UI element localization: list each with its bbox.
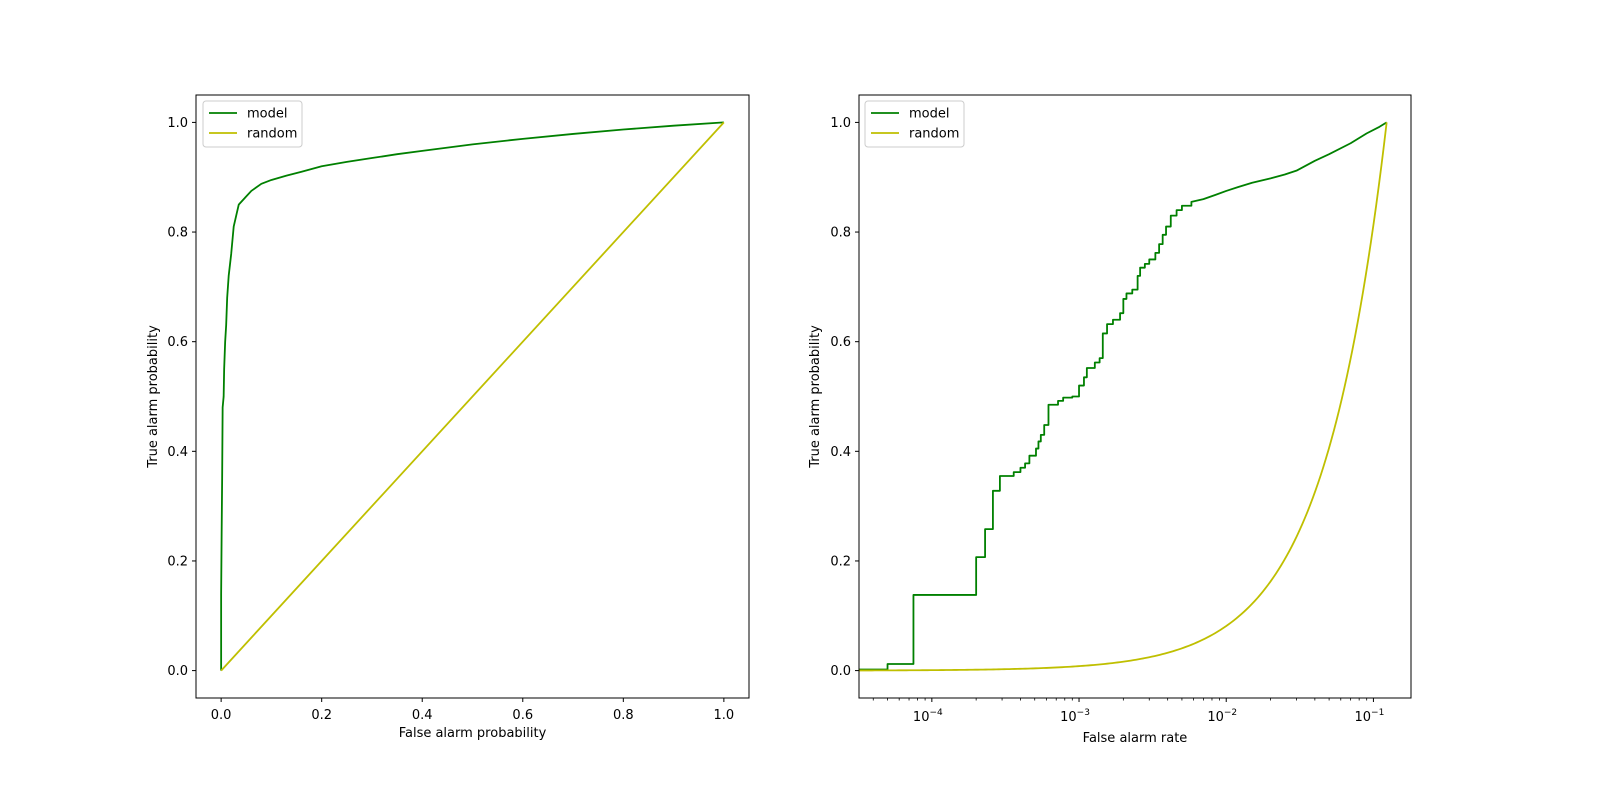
roc-log-y-tick-label: 0.8	[830, 226, 851, 241]
roc-linear-y-tick-label: 1.0	[167, 116, 188, 131]
roc-linear-x-axis-label: False alarm probability	[399, 726, 547, 741]
roc-linear-x-tick-label: 0.8	[613, 708, 634, 723]
roc-log-y-tick-label: 1.0	[830, 116, 851, 131]
roc-linear-panel: 0.0 0.2 0.4 0.6 0.8 1.0 0.0 0.2 0.4 0.6 0.8 1.0 Fal…	[146, 94, 750, 741]
roc-log-x-axis-label: False alarm rate	[1083, 731, 1188, 746]
roc-log-x-tick-label: 10−4	[913, 708, 943, 725]
roc-linear-y-tick-label: 0.0	[167, 664, 188, 679]
roc-linear-series-random	[220, 121, 725, 672]
tick-base: 10	[1207, 710, 1224, 725]
roc-linear-frame	[195, 94, 750, 699]
legend-label-random: random	[909, 127, 959, 142]
roc-log-legend: model random	[864, 100, 965, 148]
legend-label-model: model	[909, 107, 949, 122]
roc-log-series-random	[858, 122, 1388, 672]
roc-linear-series-model	[220, 121, 724, 671]
tick-exponent: −1	[1371, 708, 1384, 718]
roc-linear-lines	[220, 121, 725, 672]
tick-base: 10	[1060, 710, 1077, 725]
roc-linear-x-tick-label: 1.0	[714, 708, 735, 723]
tick-exponent: −4	[929, 708, 943, 718]
roc-log-y-tick-label: 0.0	[830, 664, 851, 679]
roc-log-y-tick-label: 0.6	[830, 335, 851, 350]
roc-log-series-model	[859, 121, 1388, 671]
roc-linear-x-tick-label: 0.6	[512, 708, 533, 723]
legend-label-random: random	[247, 127, 297, 142]
roc-log-lines	[858, 121, 1388, 672]
roc-linear-legend: model random	[202, 100, 303, 148]
roc-log-y-axis-label: True alarm probability	[808, 325, 823, 469]
roc-linear-y-tick-label: 0.2	[167, 554, 188, 569]
tick-base: 10	[1355, 710, 1372, 725]
roc-log-y-tick-label: 0.2	[830, 554, 851, 569]
roc-log-x-tick-label: 10−3	[1060, 708, 1090, 725]
roc-log-frame	[858, 94, 1412, 699]
roc-log-ticks: 0.00.20.40.60.81.010−4 10−3 10−2 10−1	[830, 116, 1384, 725]
roc-linear-y-tick-label: 0.8	[167, 226, 188, 241]
roc-log-x-tick-label: 10−1	[1355, 708, 1385, 725]
tick-exponent: −3	[1077, 708, 1090, 718]
roc-linear-y-tick-label: 0.4	[167, 445, 188, 460]
tick-base: 10	[913, 710, 930, 725]
roc-log-y-tick-label: 0.4	[830, 445, 851, 460]
roc-linear-x-tick-label: 0.0	[211, 708, 232, 723]
roc-linear-ticks: 0.0 0.2 0.4 0.6 0.8 1.0 0.0 0.2 0.4 0.6 0.8 1.0	[167, 116, 734, 723]
legend-label-model: model	[247, 107, 287, 122]
tick-exponent: −2	[1224, 708, 1237, 718]
roc-linear-y-tick-label: 0.6	[167, 335, 188, 350]
roc-log-panel: 0.00.20.40.60.81.010−4 10−3 10−2 10−1 False…	[808, 94, 1412, 746]
roc-linear-x-tick-label: 0.2	[311, 708, 332, 723]
roc-linear-x-tick-label: 0.4	[412, 708, 433, 723]
roc-linear-y-axis-label: True alarm probability	[146, 325, 161, 469]
roc-log-x-tick-label: 10−2	[1207, 708, 1237, 725]
